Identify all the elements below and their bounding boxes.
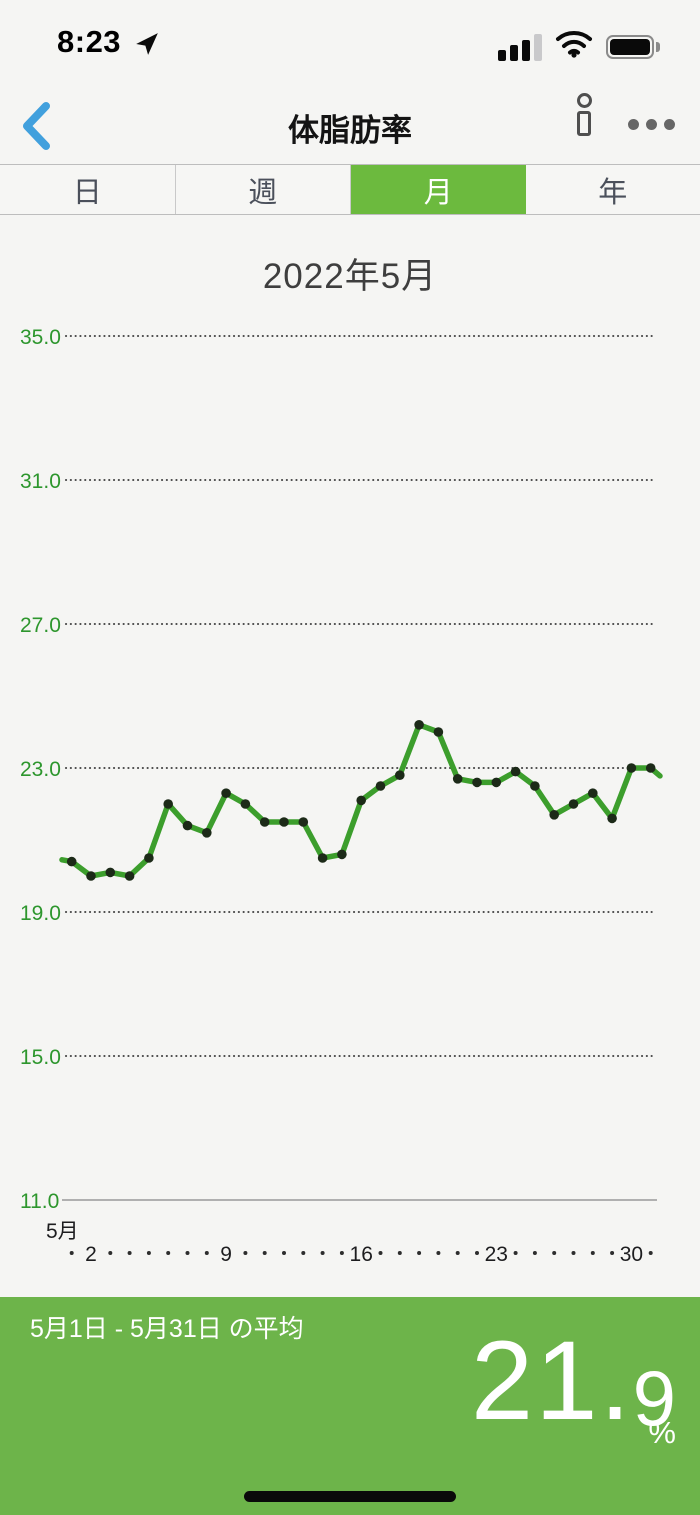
svg-text:27.0: 27.0 [20,614,61,637]
average-value-frac: 9 [632,1354,678,1442]
home-indicator[interactable] [244,1491,456,1502]
svg-text:30: 30 [620,1243,643,1266]
person-info-icon [576,93,592,108]
ellipsis-icon [628,119,639,130]
average-value-main: 21. [470,1318,633,1443]
tab-month[interactable]: 月 [351,165,526,214]
average-unit: % [648,1415,676,1450]
svg-text:11.0: 11.0 [20,1190,59,1213]
navigation-bar: 体脂肪率 [0,85,700,164]
svg-text:31.0: 31.0 [20,470,61,493]
average-summary-banner: 5月1日 - 5月31日 の平均 21. 9 % [0,1297,700,1515]
svg-text:23: 23 [485,1243,508,1266]
back-button[interactable] [18,99,58,153]
tab-week[interactable]: 週 [176,165,351,214]
svg-text:15.0: 15.0 [20,1046,61,1069]
location-arrow-icon [134,31,160,62]
page-title: 体脂肪率 [288,113,412,148]
tab-day[interactable]: 日 [0,165,176,214]
wifi-icon [555,30,593,63]
svg-text:16: 16 [350,1243,373,1266]
svg-text:35.0: 35.0 [20,326,61,349]
chart-period-title: 2022年5月 [262,257,438,296]
more-options-button[interactable] [624,113,679,136]
tab-year[interactable]: 年 [598,176,628,209]
svg-text:2: 2 [85,1243,97,1266]
status-bar: 8:23 [0,0,700,85]
chart-svg: 35.0 31.0 27.0 23.0 19.0 15.0 11.0 5月 2 9 16 23 30 [20,326,663,1266]
battery-icon [606,34,660,59]
average-range-label: 5月1日 - 5月31日 の平均 [30,1315,304,1343]
svg-text:5月: 5月 [46,1220,79,1243]
body-fat-line-chart[interactable]: 35.0 31.0 27.0 23.0 19.0 15.0 11.0 5月 2 9 16 23 30 [0,300,700,1290]
svg-text:9: 9 [220,1243,232,1266]
clock: 8:23 [57,24,122,59]
svg-text:19.0: 19.0 [20,902,61,925]
profile-info-button[interactable] [566,93,602,153]
cellular-signal-icon [498,33,542,61]
period-segmented-control: 日 週 月 年 [0,164,700,215]
svg-text:23.0: 23.0 [20,758,61,781]
average-value: 21. 9 [470,1318,678,1443]
